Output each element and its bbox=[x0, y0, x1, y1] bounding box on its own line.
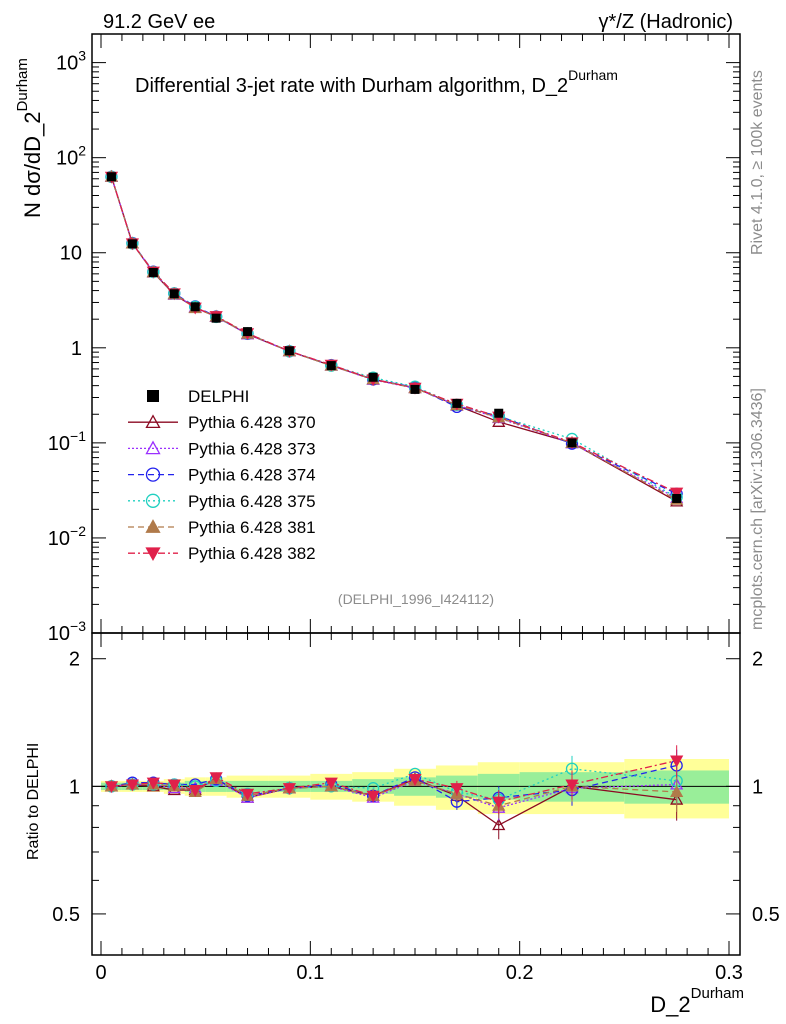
data-point bbox=[326, 361, 336, 371]
series-marker-ratio bbox=[125, 779, 140, 792]
data-point bbox=[127, 239, 137, 249]
legend-marker bbox=[145, 467, 161, 482]
top-y-axis-label: N dσ/dD_2Durham bbox=[14, 58, 45, 218]
y-tick-label: 102 bbox=[56, 143, 86, 170]
y-tick-label: 10 bbox=[60, 243, 82, 265]
ratio-y-axis-label: Ratio to DELPHI bbox=[25, 743, 42, 860]
series-marker-ratio bbox=[366, 790, 380, 803]
legend-label: Pythia 6.428 381 bbox=[188, 518, 316, 537]
x-tick-label: 0.1 bbox=[296, 962, 324, 984]
x-axis-label: D_2Durham bbox=[650, 985, 744, 1017]
analysis-id-watermark: (DELPHI_1996_I424112) bbox=[338, 591, 494, 607]
data-point bbox=[452, 398, 462, 408]
series-marker-ratio bbox=[188, 784, 202, 797]
data-point bbox=[410, 384, 420, 394]
legend-label: Pythia 6.428 370 bbox=[188, 413, 316, 432]
series-marker-ratio bbox=[209, 772, 223, 785]
data-point bbox=[567, 438, 577, 448]
header-process-label: γ*/Z (Hadronic) bbox=[599, 11, 733, 33]
series-marker-top bbox=[670, 487, 684, 500]
y-tick-label: 1 bbox=[71, 338, 82, 360]
x-tick-label: 0.3 bbox=[715, 962, 743, 984]
series-marker-ratio bbox=[104, 781, 119, 794]
data-point bbox=[368, 372, 378, 382]
ratio-y-tick-label-right: 0.5 bbox=[752, 904, 780, 926]
data-point bbox=[148, 267, 158, 277]
series-marker-ratio bbox=[167, 779, 181, 792]
x-tick-label: 0 bbox=[95, 962, 106, 984]
ratio-frame bbox=[91, 632, 741, 956]
data-point bbox=[284, 346, 294, 356]
ratio-y-tick-label-left: 1 bbox=[69, 776, 80, 798]
mcplots-label: mcplots.cern.ch [arXiv:1306.3436] bbox=[749, 388, 766, 630]
top-frame bbox=[91, 33, 741, 634]
legend-marker bbox=[145, 519, 161, 533]
data-point bbox=[169, 289, 179, 299]
y-tick-label: 103 bbox=[56, 48, 86, 75]
rivet-version-label: Rivet 4.1.0, ≥ 100k events bbox=[749, 70, 766, 255]
ratio-plot-panel: 0 0.1 0.2 0.3 2 2 1 1 0.5 0.5 bbox=[52, 632, 780, 984]
legend-label: DELPHI bbox=[188, 387, 249, 406]
legend-label: Pythia 6.428 373 bbox=[188, 439, 316, 458]
legend: DELPHI Pythia 6.428 370 Pythia 6.428 373 Py… bbox=[128, 387, 316, 563]
series-marker-ratio bbox=[146, 777, 160, 790]
legend-label: Pythia 6.428 375 bbox=[188, 492, 316, 511]
legend-marker bbox=[145, 493, 161, 508]
legend-marker bbox=[145, 440, 161, 455]
ratio-y-tick-label-left: 0.5 bbox=[52, 904, 80, 926]
x-tick-label: 0.2 bbox=[506, 962, 534, 984]
series-marker-ratio bbox=[324, 777, 338, 790]
series-marker-ratio bbox=[282, 783, 297, 796]
legend-label: Pythia 6.428 382 bbox=[188, 544, 316, 563]
legend-label: Pythia 6.428 374 bbox=[188, 466, 316, 485]
data-point bbox=[211, 313, 221, 323]
data-point bbox=[190, 302, 200, 312]
header-energy-label: 91.2 GeV ee bbox=[103, 11, 215, 33]
data-point bbox=[106, 172, 116, 182]
data-point bbox=[672, 493, 682, 503]
series-line-top bbox=[110, 176, 677, 494]
ratio-y-tick-label-right: 1 bbox=[752, 776, 763, 798]
series-marker-ratio bbox=[240, 788, 255, 801]
ratio-y-tick-label-left: 2 bbox=[69, 649, 80, 671]
y-tick-label: 10−3 bbox=[48, 618, 86, 645]
legend-marker bbox=[147, 390, 159, 402]
ratio-y-tick-label-right: 2 bbox=[752, 649, 763, 671]
data-point bbox=[494, 408, 504, 418]
plot-title: Differential 3-jet rate with Durham algo… bbox=[135, 67, 618, 97]
series-marker-ratio bbox=[408, 774, 422, 786]
y-tick-label: 10−1 bbox=[48, 428, 86, 455]
legend-marker bbox=[145, 547, 161, 562]
y-tick-label: 10−2 bbox=[48, 523, 86, 550]
legend-marker bbox=[145, 414, 161, 429]
data-point bbox=[243, 327, 253, 337]
